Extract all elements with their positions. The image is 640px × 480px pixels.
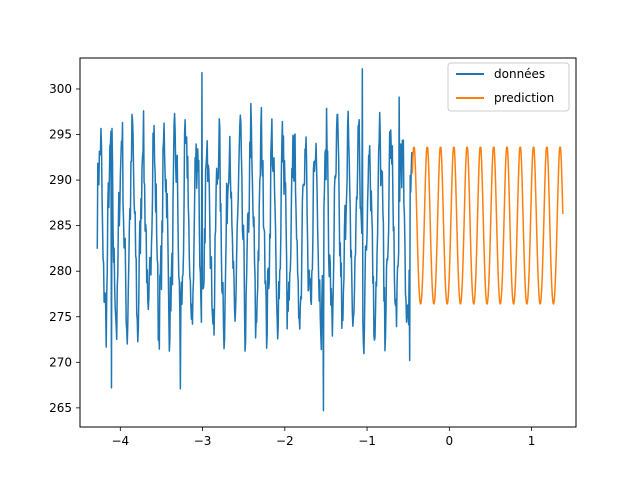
- legend-label-prediction: prediction: [494, 91, 554, 105]
- series-layer: [96, 68, 564, 412]
- x-tick-label: 1: [528, 434, 536, 448]
- legend: données prediction: [447, 62, 570, 112]
- series-line-donnees: [96, 68, 414, 412]
- x-tick-label: −2: [276, 434, 294, 448]
- x-tick-label: −4: [111, 434, 129, 448]
- y-axis: 265 270 275 280 285 290 295 300: [49, 82, 80, 415]
- y-tick-label: 300: [49, 82, 72, 96]
- y-tick-label: 265: [49, 401, 72, 415]
- y-tick-label: 280: [49, 264, 72, 278]
- y-tick-label: 275: [49, 310, 72, 324]
- legend-label-donnees: données: [494, 67, 545, 81]
- axes-frame: [79, 57, 577, 428]
- y-tick-label: 270: [49, 355, 72, 369]
- y-tick-label: 290: [49, 173, 72, 187]
- x-tick-label: −3: [194, 434, 212, 448]
- y-tick-label: 295: [49, 128, 72, 142]
- x-axis: −4 −3 −2 −1 0 1: [111, 427, 535, 448]
- x-tick-label: −1: [358, 434, 376, 448]
- series-line-prediction: [411, 146, 564, 305]
- x-tick-label: 0: [446, 434, 454, 448]
- y-tick-label: 285: [49, 219, 72, 233]
